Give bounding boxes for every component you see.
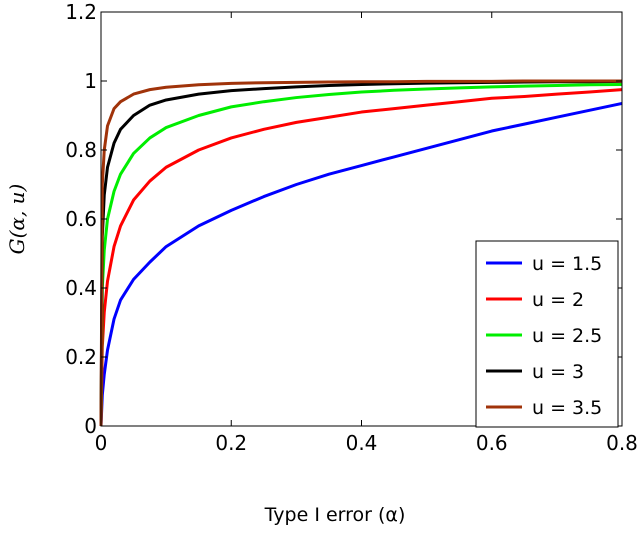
legend-label: u = 3.5 (532, 397, 602, 419)
x-tick-label: 0.2 (215, 431, 247, 455)
legend-label: u = 3 (532, 361, 584, 383)
x-axis-label: Type I error (α) (264, 504, 406, 526)
x-tick-label: 0 (95, 431, 108, 455)
x-tick-label: 0.8 (606, 431, 638, 455)
legend-label: u = 1.5 (532, 253, 602, 275)
y-tick-label: 1.2 (65, 0, 97, 24)
curves-layer (99, 79, 623, 427)
x-tick-label: 0.6 (476, 431, 508, 455)
legend-label: u = 2.5 (532, 325, 602, 347)
legend-label: u = 2 (532, 289, 584, 311)
series-line-1 (99, 88, 623, 427)
series-line-4 (99, 79, 622, 427)
y-tick-label: 0.4 (65, 276, 97, 300)
y-tick-label: 0.2 (65, 345, 97, 369)
x-tick-label: 0.4 (346, 431, 378, 455)
y-tick-label: 1 (84, 69, 97, 93)
y-tick-label: 0 (84, 414, 97, 438)
y-tick-label: 0.6 (65, 207, 97, 231)
series-line-0 (99, 101, 623, 427)
axis-ticks: 0 0.2 0.4 0.6 0.8 0 0.2 0.4 0.6 0.8 1 1.2 (65, 0, 638, 455)
y-axis-label: G(α, u) (5, 184, 29, 255)
legend: u = 1.5 u = 2 u = 2.5 u = 3 u = 3.5 (475, 240, 619, 428)
series-line-2 (99, 82, 623, 427)
y-tick-label: 0.8 (65, 138, 97, 162)
